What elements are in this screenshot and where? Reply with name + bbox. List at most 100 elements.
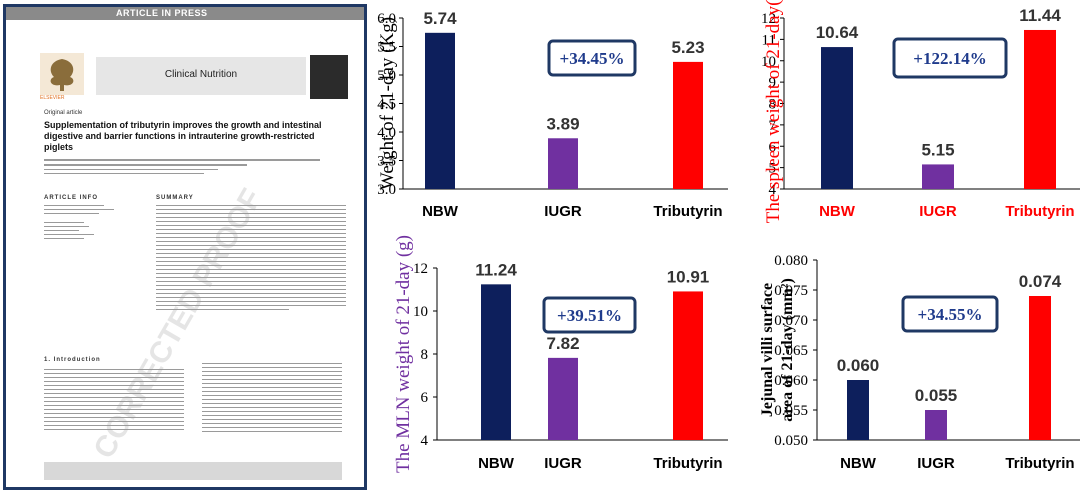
article-type: Original article xyxy=(44,110,83,116)
y-tick-label: 4.5 xyxy=(377,97,396,113)
journal-name: Clinical Nutrition xyxy=(164,69,238,80)
bar-tributyrin xyxy=(673,291,703,440)
bar-tributyrin xyxy=(1024,29,1056,189)
y-tick-label: 6 xyxy=(421,390,429,406)
data-label: 5.74 xyxy=(423,9,457,28)
article-info-lines xyxy=(44,205,144,242)
data-label: 0.060 xyxy=(837,356,880,375)
y-tick-label: 4.0 xyxy=(377,125,396,141)
y-tick-label: 4 xyxy=(769,182,777,198)
y-tick-label: 0.080 xyxy=(774,253,808,269)
intro-lines-left xyxy=(44,369,184,433)
publisher-name: ELSEVIER xyxy=(40,95,65,101)
y-tick-label: 0.075 xyxy=(774,283,808,299)
y-tick-label: 0.060 xyxy=(774,373,808,389)
bar-nbw xyxy=(425,32,455,189)
category-label: NBW xyxy=(819,203,856,220)
y-tick-label: 12 xyxy=(761,11,776,27)
category-label: NBW xyxy=(840,455,877,472)
category-label: IUGR xyxy=(544,455,582,472)
category-label: Tributyrin xyxy=(1005,455,1074,472)
data-label: 11.24 xyxy=(475,260,517,279)
bar-iugr xyxy=(548,357,578,440)
y-tick-label: 9 xyxy=(769,75,777,91)
chart-panel-spleen: 4 5 6 7 8 9 10 11 12 10.64 NBW 5.15 IUGR 11.44 Tributy… xyxy=(761,0,1080,223)
y-tick-label: 3.0 xyxy=(377,182,396,198)
category-label: IUGR xyxy=(544,203,582,220)
summary-heading: SUMMARY xyxy=(156,195,194,201)
data-label: 5.15 xyxy=(921,140,954,159)
citation-box xyxy=(44,462,342,480)
data-label: 0.074 xyxy=(1019,272,1062,291)
data-label: 11.44 xyxy=(1019,6,1061,25)
y-tick-label: 0.065 xyxy=(774,343,808,359)
y-tick-label: 11 xyxy=(762,32,776,48)
article-title: Supplementation of tributyrin improves t… xyxy=(44,120,322,152)
y-tick-label: 4 xyxy=(421,433,429,449)
intro-heading: 1. Introduction xyxy=(44,357,101,363)
data-label: 10.64 xyxy=(816,23,859,42)
y-tick-label: 5.5 xyxy=(377,40,396,56)
y-axis-label: Jejunal villi surface xyxy=(759,283,776,417)
y-axis-label: The MLN weight of 21-day (g) xyxy=(393,235,414,473)
category-label: Tributyrin xyxy=(1005,203,1074,220)
y-tick-label: 7 xyxy=(769,118,777,134)
y-tick-label: 3.5 xyxy=(377,154,396,170)
category-label: IUGR xyxy=(919,203,957,220)
category-label: NBW xyxy=(478,455,515,472)
category-label: NBW xyxy=(422,203,459,220)
y-tick-label: 6.0 xyxy=(377,11,396,27)
annotation-text: +39.51% xyxy=(557,306,622,325)
journal-masthead: Clinical Nutrition xyxy=(96,57,306,95)
annotation-text: +34.45% xyxy=(560,49,625,68)
bar-iugr xyxy=(922,164,954,189)
y-tick-label: 5.0 xyxy=(377,68,396,84)
y-axis-label: Weight of 21-day (Kg) xyxy=(377,17,398,190)
bar-iugr xyxy=(548,138,578,189)
chart-panel-weight: 3.0 3.5 4.0 4.5 5.0 5.5 6.0 5.74 NBW 3.89 IUGR 5.23… xyxy=(377,9,728,220)
y-tick-label: 0.050 xyxy=(774,433,808,449)
bar-nbw xyxy=(821,47,853,189)
annotation-text: +34.55% xyxy=(918,305,983,324)
y-tick-label: 10 xyxy=(761,54,776,70)
annotation-text: +122.14% xyxy=(913,49,986,68)
y-tick-label: 8 xyxy=(421,347,429,363)
y-tick-label: 0.070 xyxy=(774,313,808,329)
bar-nbw xyxy=(481,284,511,440)
annotation-box xyxy=(901,295,999,333)
chart-panel-jejunal: 0.050 0.055 0.060 0.065 0.070 0.075 0.080 0.060… xyxy=(759,253,1080,472)
y-tick-label: 10 xyxy=(413,304,428,320)
data-label: 7.82 xyxy=(546,334,579,353)
chart-panel-mln: 4 6 8 10 12 11.24 NBW 7.82 IUGR 10.91 Tributyrin +3… xyxy=(393,235,728,473)
annotation-box xyxy=(547,39,637,77)
bar-tributyrin xyxy=(673,61,703,189)
y-axis-label: The spleen weight of 21-day(g) xyxy=(763,0,784,223)
data-label: 0.055 xyxy=(915,386,958,405)
article-info-heading: ARTICLE INFO xyxy=(44,195,98,201)
y-tick-label: 5 xyxy=(769,161,777,177)
paper-header-bar: ARTICLE IN PRESS xyxy=(6,7,364,20)
intro-lines-right xyxy=(202,363,342,435)
paper-thumbnail: ARTICLE IN PRESS ELSEVIER Clinical Nutri… xyxy=(3,4,367,490)
bar-iugr xyxy=(925,410,947,440)
category-label: Tributyrin xyxy=(653,203,722,220)
y-tick-label: 0.055 xyxy=(774,403,808,419)
annotation-box xyxy=(892,37,1008,79)
annotation-box xyxy=(542,296,637,334)
journal-cover xyxy=(310,55,348,99)
category-label: IUGR xyxy=(917,455,955,472)
category-label: Tributyrin xyxy=(653,455,722,472)
data-label: 10.91 xyxy=(667,267,710,286)
elsevier-tree-logo xyxy=(40,53,84,95)
y-tick-label: 8 xyxy=(769,97,777,113)
paper-header-text: ARTICLE IN PRESS xyxy=(116,8,208,18)
data-label: 5.23 xyxy=(671,38,704,57)
bar-tributyrin xyxy=(1029,296,1051,440)
y-axis-label: area of 21-day (mm²) xyxy=(779,278,796,422)
bar-nbw xyxy=(847,380,869,440)
author-lines xyxy=(44,159,334,177)
y-tick-label: 12 xyxy=(413,261,428,277)
y-tick-label: 6 xyxy=(769,139,777,155)
summary-lines xyxy=(156,205,346,313)
